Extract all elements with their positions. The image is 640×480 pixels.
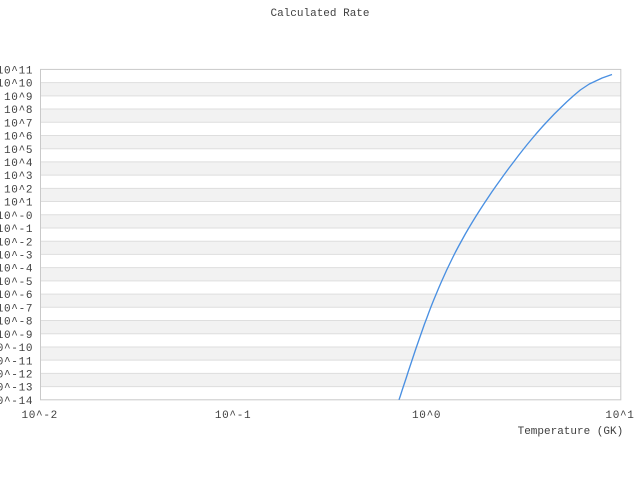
svg-text:10^-2: 10^-2 [21, 410, 58, 422]
svg-text:10^-5: 10^-5 [0, 277, 33, 289]
svg-text:10^11: 10^11 [0, 66, 33, 78]
svg-text:10^-1: 10^-1 [0, 224, 33, 236]
svg-text:10^9: 10^9 [4, 92, 33, 104]
svg-text:10^-10: 10^-10 [0, 343, 33, 355]
svg-text:10^7: 10^7 [4, 118, 33, 130]
svg-text:10^-3: 10^-3 [0, 251, 33, 263]
svg-text:10^-14: 10^-14 [0, 396, 33, 408]
svg-text:10^-13: 10^-13 [0, 383, 33, 395]
svg-text:10^-7: 10^-7 [0, 303, 33, 315]
svg-text:Temperature (GK): Temperature (GK) [518, 426, 624, 438]
svg-text:10^4: 10^4 [4, 158, 33, 170]
svg-text:10^5: 10^5 [4, 145, 33, 157]
svg-text:10^-0: 10^-0 [0, 211, 33, 223]
svg-text:10^1: 10^1 [605, 410, 634, 422]
svg-text:10^10: 10^10 [0, 79, 33, 91]
svg-text:10^-2: 10^-2 [0, 237, 33, 249]
svg-text:10^-4: 10^-4 [0, 264, 33, 276]
svg-text:10^-12: 10^-12 [0, 369, 33, 381]
svg-text:10^8: 10^8 [4, 105, 33, 117]
svg-text:10^-11: 10^-11 [0, 356, 33, 368]
svg-text:10^2: 10^2 [4, 184, 33, 196]
svg-text:10^-6: 10^-6 [0, 290, 33, 302]
svg-text:Calculated Rate: Calculated Rate [270, 8, 369, 20]
svg-text:10^6: 10^6 [4, 132, 33, 144]
svg-text:10^-8: 10^-8 [0, 317, 33, 329]
svg-text:10^-1: 10^-1 [215, 410, 252, 422]
svg-text:10^-9: 10^-9 [0, 330, 33, 342]
svg-text:10^0: 10^0 [412, 410, 441, 422]
svg-text:10^3: 10^3 [4, 171, 33, 183]
svg-text:10^1: 10^1 [4, 198, 33, 210]
